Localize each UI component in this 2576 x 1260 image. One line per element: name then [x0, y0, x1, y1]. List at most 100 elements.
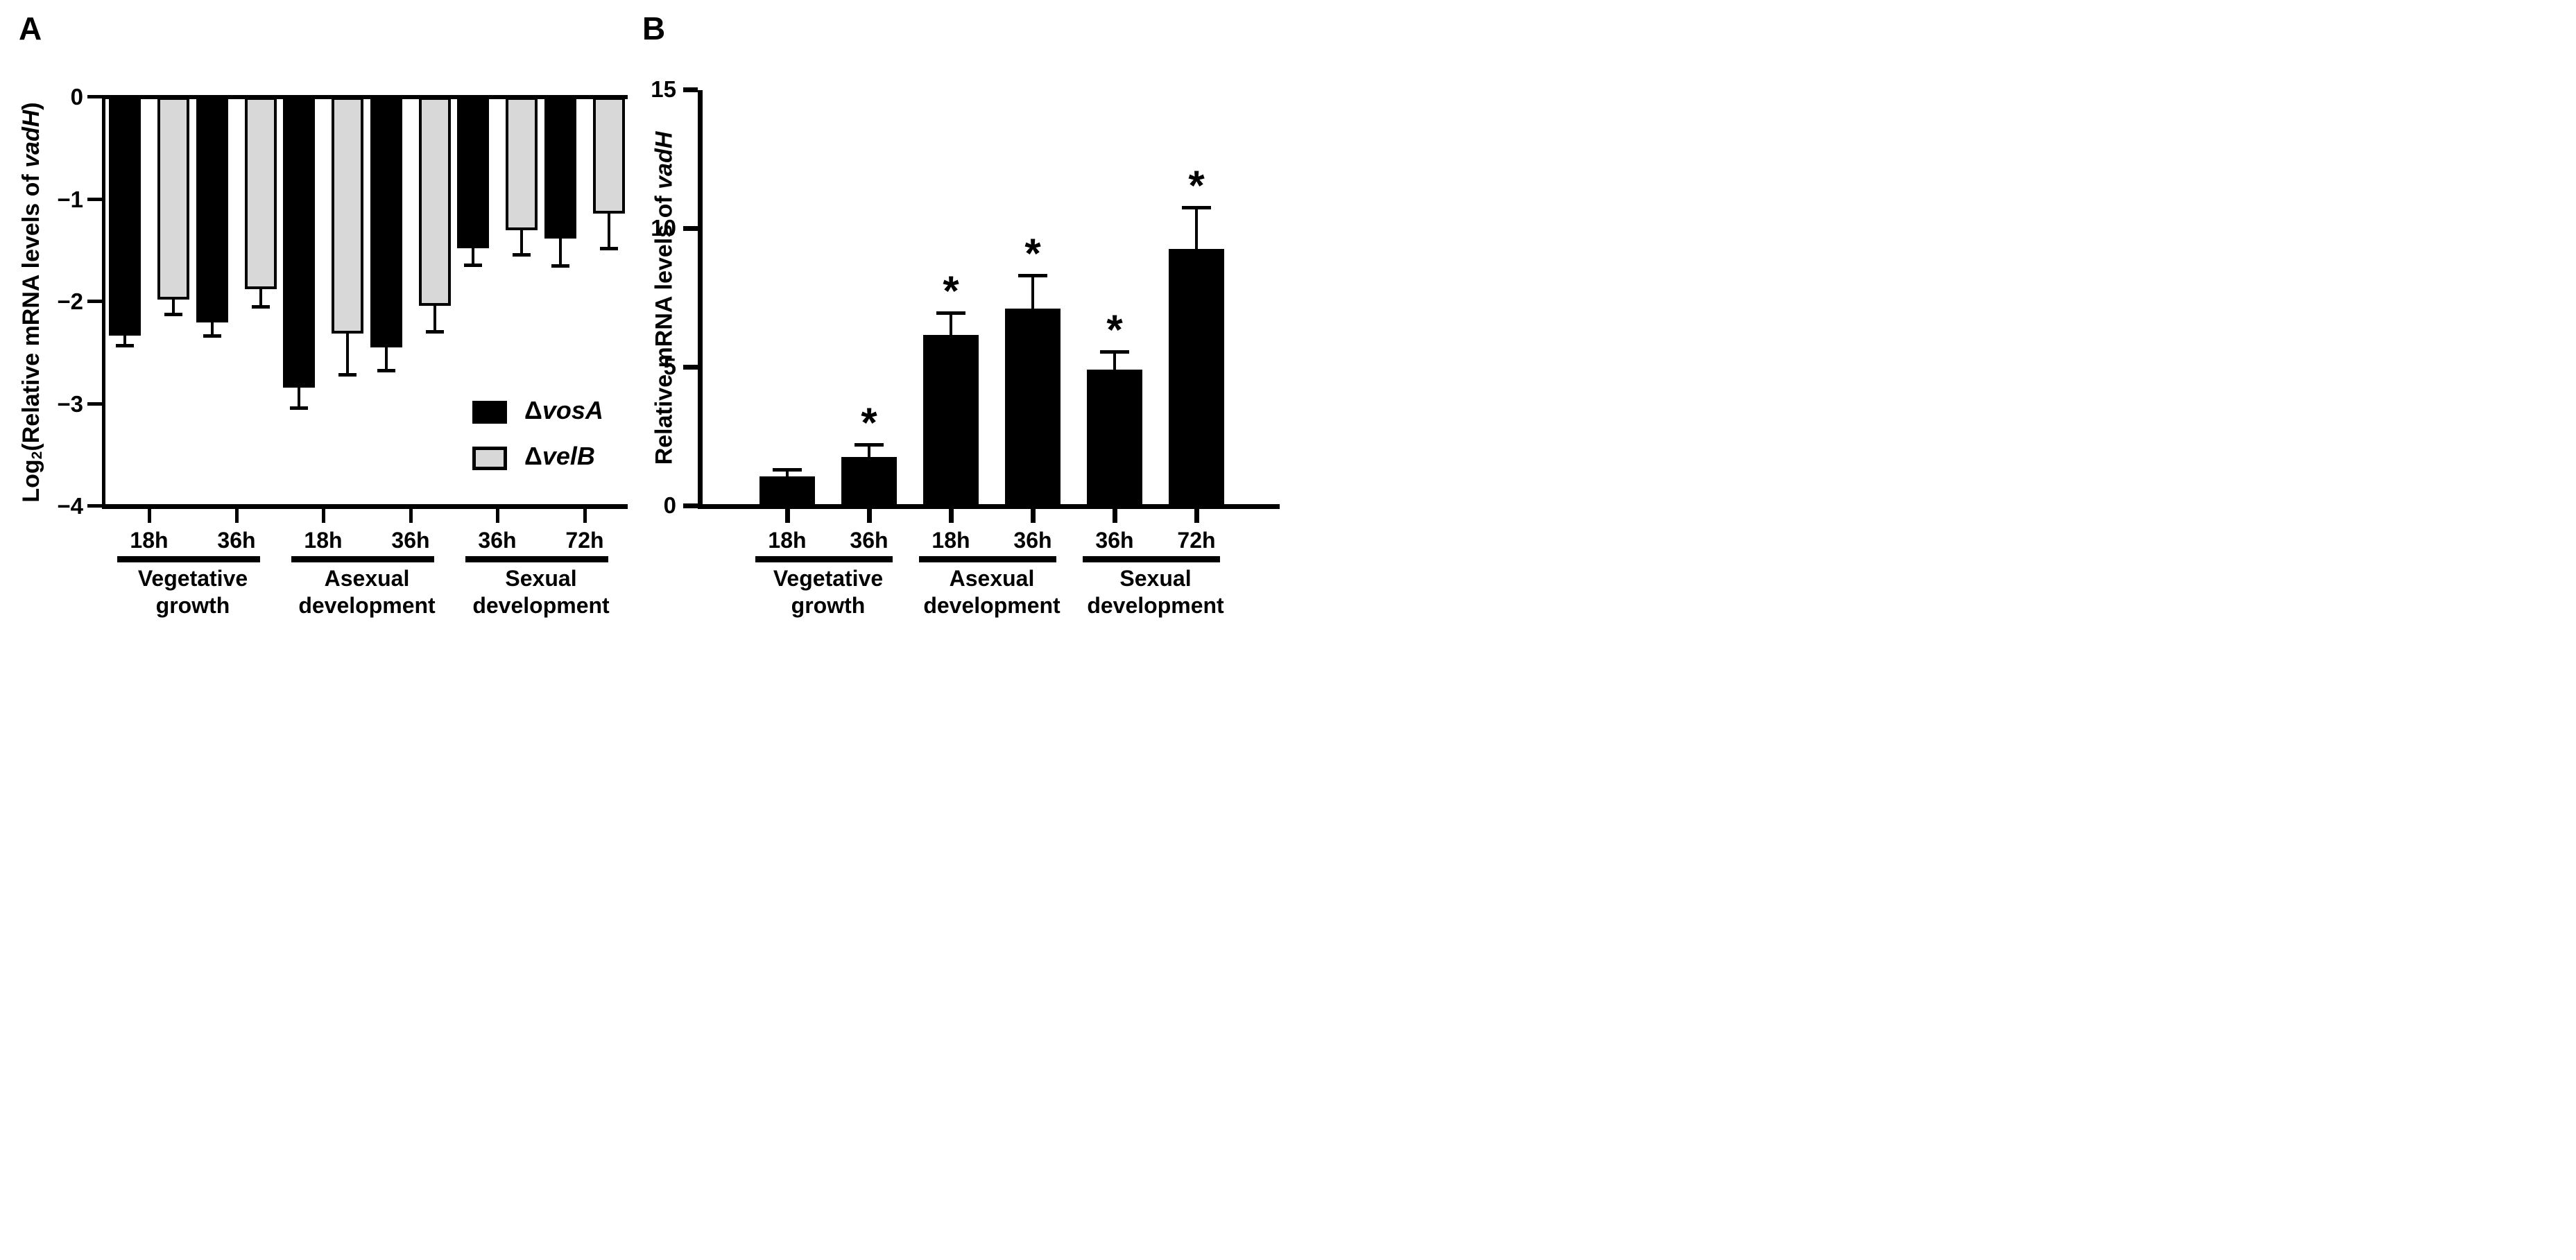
- legend-vosA-delta: Δ: [524, 396, 542, 424]
- error-cap-vosA-1: [203, 334, 221, 338]
- panel-b-y-tick-1: [683, 226, 698, 231]
- panel-b-x-tick-4: [1113, 509, 1117, 523]
- error-cap-velB-0: [164, 313, 182, 316]
- panel-a-group-label-line1-2: Sexual: [505, 566, 577, 591]
- bar-vosA-0: [109, 97, 141, 336]
- panel-a-x-tick-3: [409, 509, 413, 523]
- error-cap-vosA-4: [464, 264, 482, 267]
- panel-b-x-tick-2: [949, 509, 954, 523]
- error-bar-vosA-0: [123, 334, 126, 346]
- error-cap-0: [773, 468, 802, 472]
- panel-b-chart: * * * * * 15 10 5 0 18h 36h 18h 36h 36h 72h Vegetative g…: [0, 0, 1288, 630]
- panel-b-group-label-line1-2: Sexual: [1119, 566, 1192, 591]
- bar-vosA-3: [370, 97, 402, 347]
- panel-b-x-tick-label-3: 36h: [1013, 528, 1052, 553]
- panel-b-group-underline-0: [755, 556, 893, 562]
- panel-a-group-label-line2-1: development: [298, 593, 436, 618]
- error-bar-velB-2: [346, 332, 349, 374]
- error-cap-velB-5: [600, 247, 618, 250]
- bar-1: [841, 457, 897, 504]
- panel-a-group-label-line1-1: Asexual: [324, 566, 410, 591]
- bar-vosA-2: [283, 97, 315, 388]
- error-bar-vosA-1: [211, 321, 214, 336]
- panel-b-letter: B: [642, 10, 666, 46]
- bar-3: [1005, 309, 1061, 504]
- panel-a-x-tick-4: [496, 509, 499, 523]
- error-bar-velB-5: [608, 212, 610, 248]
- error-bar-velB-1: [259, 288, 262, 307]
- legend-vosA-gene: vosA: [542, 396, 603, 424]
- legend-velB-delta: Δ: [524, 442, 542, 470]
- panel-b-x-tick-label-4: 36h: [1095, 528, 1134, 553]
- error-bar-vosA-5: [559, 237, 562, 266]
- panel-b-x-tick-3: [1031, 509, 1036, 523]
- significance-asterisk-1: *: [861, 399, 877, 446]
- bar-vosA-4: [457, 97, 489, 248]
- significance-asterisk-3: *: [1024, 230, 1041, 277]
- panel-a-group-label-line1-0: Vegetative: [137, 566, 248, 591]
- panel-a-x-tick-0: [148, 509, 151, 523]
- error-cap-vosA-0: [116, 344, 134, 347]
- panel-b-x-tick-label-1: 36h: [850, 528, 888, 553]
- error-cap-1: [855, 443, 884, 447]
- bar-velB-0: [157, 97, 189, 300]
- figure: A B Log2(Relative mRNA levels of vadH) R…: [0, 0, 1288, 630]
- panel-a-group-underline-0: [117, 556, 260, 562]
- bar-4: [1087, 370, 1142, 504]
- error-bar-3: [1031, 275, 1034, 310]
- error-bar-5: [1195, 207, 1198, 250]
- panel-a-x-tick-label-4: 36h: [478, 528, 517, 553]
- significance-asterisk-5: *: [1188, 162, 1205, 209]
- panel-a-letter: A: [19, 10, 42, 46]
- panel-a-x-axis: [102, 504, 628, 509]
- bar-5: [1169, 249, 1224, 504]
- panel-b-x-tick-label-0: 18h: [768, 528, 807, 553]
- panel-a-chart: 0 −1 −2 −3 −4 18h 36h 18h 36h 36h 72h Vegetative gro…: [0, 0, 1288, 630]
- legend-label-vosA: ΔvosA: [524, 395, 603, 426]
- panel-a-y-tick-label-4: −4: [57, 493, 83, 519]
- error-cap-velB-4: [513, 253, 531, 257]
- error-cap-velB-2: [338, 373, 357, 377]
- panel-b-y-tick-2: [683, 365, 698, 370]
- panel-a-group-underline-1: [291, 556, 434, 562]
- bar-velB-1: [245, 97, 277, 289]
- panel-b-y-tick-label-1: 10: [651, 215, 676, 241]
- panel-b-group-label-line2-1: development: [923, 593, 1061, 618]
- error-cap-velB-3: [426, 330, 444, 334]
- panel-b-y-tick-label-3: 0: [663, 492, 676, 518]
- panel-b-y-tick-0: [683, 87, 698, 92]
- panel-a-y-tick-label-2: −2: [57, 288, 83, 314]
- panel-b-group-underline-2: [1083, 556, 1220, 562]
- error-cap-2: [936, 311, 965, 315]
- panel-a-group-label-line2-0: growth: [155, 593, 230, 618]
- error-bar-vosA-3: [385, 346, 388, 370]
- error-bar-vosA-4: [472, 247, 474, 265]
- panel-b-x-tick-0: [785, 509, 790, 523]
- panel-a-y-axis: [102, 97, 105, 509]
- panel-a-y-tick-3: [87, 402, 102, 406]
- panel-b-group-label-line1-1: Asexual: [949, 566, 1035, 591]
- error-cap-4: [1100, 350, 1129, 354]
- panel-b-x-tick-5: [1194, 509, 1199, 523]
- error-bar-1: [868, 445, 870, 458]
- legend-swatch-velB: [472, 447, 507, 470]
- bar-vosA-5: [544, 97, 576, 239]
- panel-a-x-tick-label-0: 18h: [130, 528, 169, 553]
- bar-velB-2: [332, 97, 363, 334]
- panel-a-group-label-line2-2: development: [472, 593, 610, 618]
- panel-a-x-tick-1: [235, 509, 239, 523]
- legend-velB-gene: velB: [542, 442, 595, 470]
- panel-b-group-label-line2-2: development: [1087, 593, 1224, 618]
- panel-a-y-tick-1: [87, 198, 102, 201]
- legend-label-velB: ΔvelB: [524, 441, 595, 472]
- panel-a-x-tick-label-1: 36h: [217, 528, 256, 553]
- panel-b-y-tick-3: [683, 503, 698, 508]
- significance-asterisk-4: *: [1106, 307, 1123, 353]
- bar-velB-4: [506, 97, 538, 230]
- bar-0: [759, 476, 815, 504]
- panel-a-zero-line: [102, 95, 628, 99]
- panel-b-group-label-line2-0: growth: [791, 593, 866, 618]
- error-cap-velB-1: [252, 305, 270, 309]
- panel-b-group-underline-1: [919, 556, 1056, 562]
- bar-2: [923, 335, 979, 504]
